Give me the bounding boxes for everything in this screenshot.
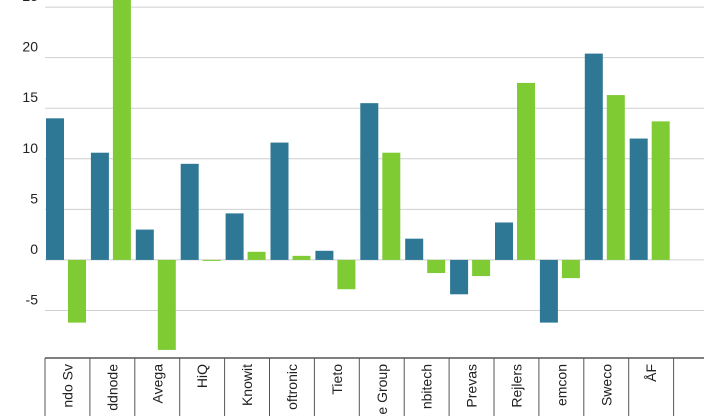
bar (292, 255, 311, 260)
bar (405, 238, 424, 260)
bar (225, 213, 244, 260)
y-tick-label: 20 (22, 39, 38, 55)
bar (427, 259, 446, 274)
x-tick-label: Avega (149, 364, 165, 404)
x-tick-label: oftronic (284, 364, 300, 410)
bar (337, 259, 356, 290)
bar (517, 82, 535, 260)
y-tick-label: -5 (26, 291, 39, 307)
bar (606, 95, 625, 260)
y-tick-label: 5 (30, 190, 38, 206)
x-tick-label: Knowit (239, 364, 255, 406)
y-tick-label: 10 (22, 140, 38, 156)
x-tick-label: ddnode (104, 364, 120, 411)
bar (472, 259, 491, 277)
bar (180, 163, 199, 260)
bar (360, 103, 379, 260)
bar (90, 152, 109, 260)
bar (539, 259, 558, 323)
bar (584, 53, 603, 260)
x-tick-label: ÅF (643, 364, 659, 382)
bar (382, 152, 401, 260)
bar (112, 0, 131, 260)
y-tick-label: 0 (30, 241, 38, 257)
bar (495, 222, 513, 260)
bar (135, 229, 154, 260)
x-tick-label: e Group (374, 364, 390, 415)
x-tick-label: Prevas (464, 364, 480, 408)
bar (157, 259, 176, 350)
x-tick-label: HiQ (194, 364, 210, 388)
bar (651, 121, 670, 260)
bar (46, 118, 64, 260)
x-tick-label: emcon (553, 364, 569, 406)
bar (270, 142, 289, 260)
y-tick-label: 25 (22, 0, 38, 4)
y-tick-label: 15 (22, 89, 38, 105)
x-tick-label: Sweco (598, 364, 614, 406)
bar (68, 259, 86, 323)
bar (450, 259, 469, 295)
bar (561, 259, 580, 279)
x-tick-label: Tieto (329, 364, 345, 395)
x-tick-label: nbitech (419, 364, 435, 409)
x-tick-label: Rejlers (508, 364, 524, 408)
bar (247, 251, 266, 260)
x-tick-label: ndo Sv (59, 364, 75, 408)
bar (629, 138, 648, 260)
bar (315, 250, 334, 260)
bar (202, 259, 221, 261)
